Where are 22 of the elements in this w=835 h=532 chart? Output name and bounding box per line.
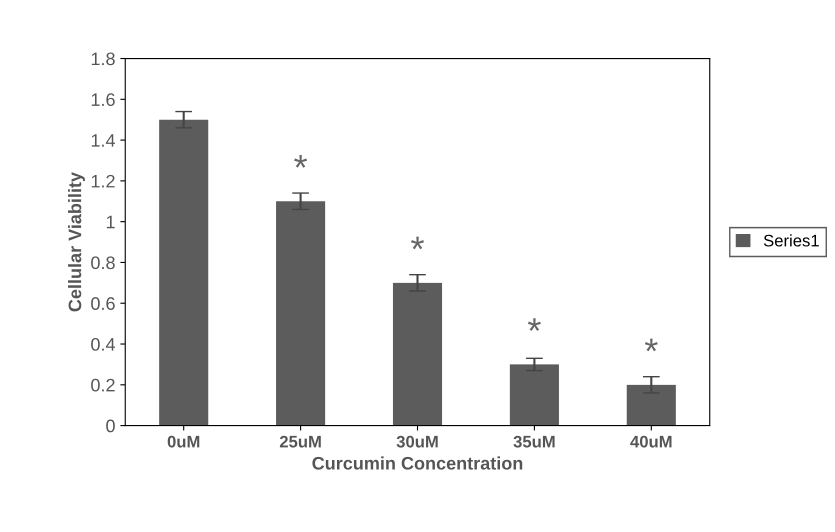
annotation: * — [411, 236, 424, 250]
y-tick-label: 0 — [106, 420, 115, 432]
y-tick-label: 1 — [106, 216, 115, 228]
y-tick-label: 0.6 — [91, 297, 115, 310]
y-tick-label: 1.2 — [92, 174, 115, 188]
legend-label: Series1 — [764, 234, 819, 247]
annotation: * — [294, 155, 308, 168]
y-tick-label: 1.4 — [92, 134, 115, 147]
annotation: * — [528, 318, 541, 331]
x-tick-label: 25uM — [280, 436, 321, 448]
y-tick-label: 1.8 — [92, 52, 115, 66]
y-axis-title: Cellular Viability — [68, 172, 85, 312]
x-tick-label: 30uM — [396, 436, 438, 448]
x-axis-title: Curcumin Concentration — [312, 456, 522, 470]
y-tick-label: 0.4 — [91, 338, 115, 351]
x-tick-label: 0uM — [168, 436, 200, 448]
x-tick-label: 40uM — [630, 436, 672, 448]
annotation: * — [644, 338, 658, 352]
y-tick-label: 0.8 — [91, 256, 115, 270]
y-tick-label: 1.6 — [92, 93, 115, 106]
y-tick-label: 0.2 — [91, 378, 115, 392]
x-tick-label: 35uM — [513, 436, 555, 448]
